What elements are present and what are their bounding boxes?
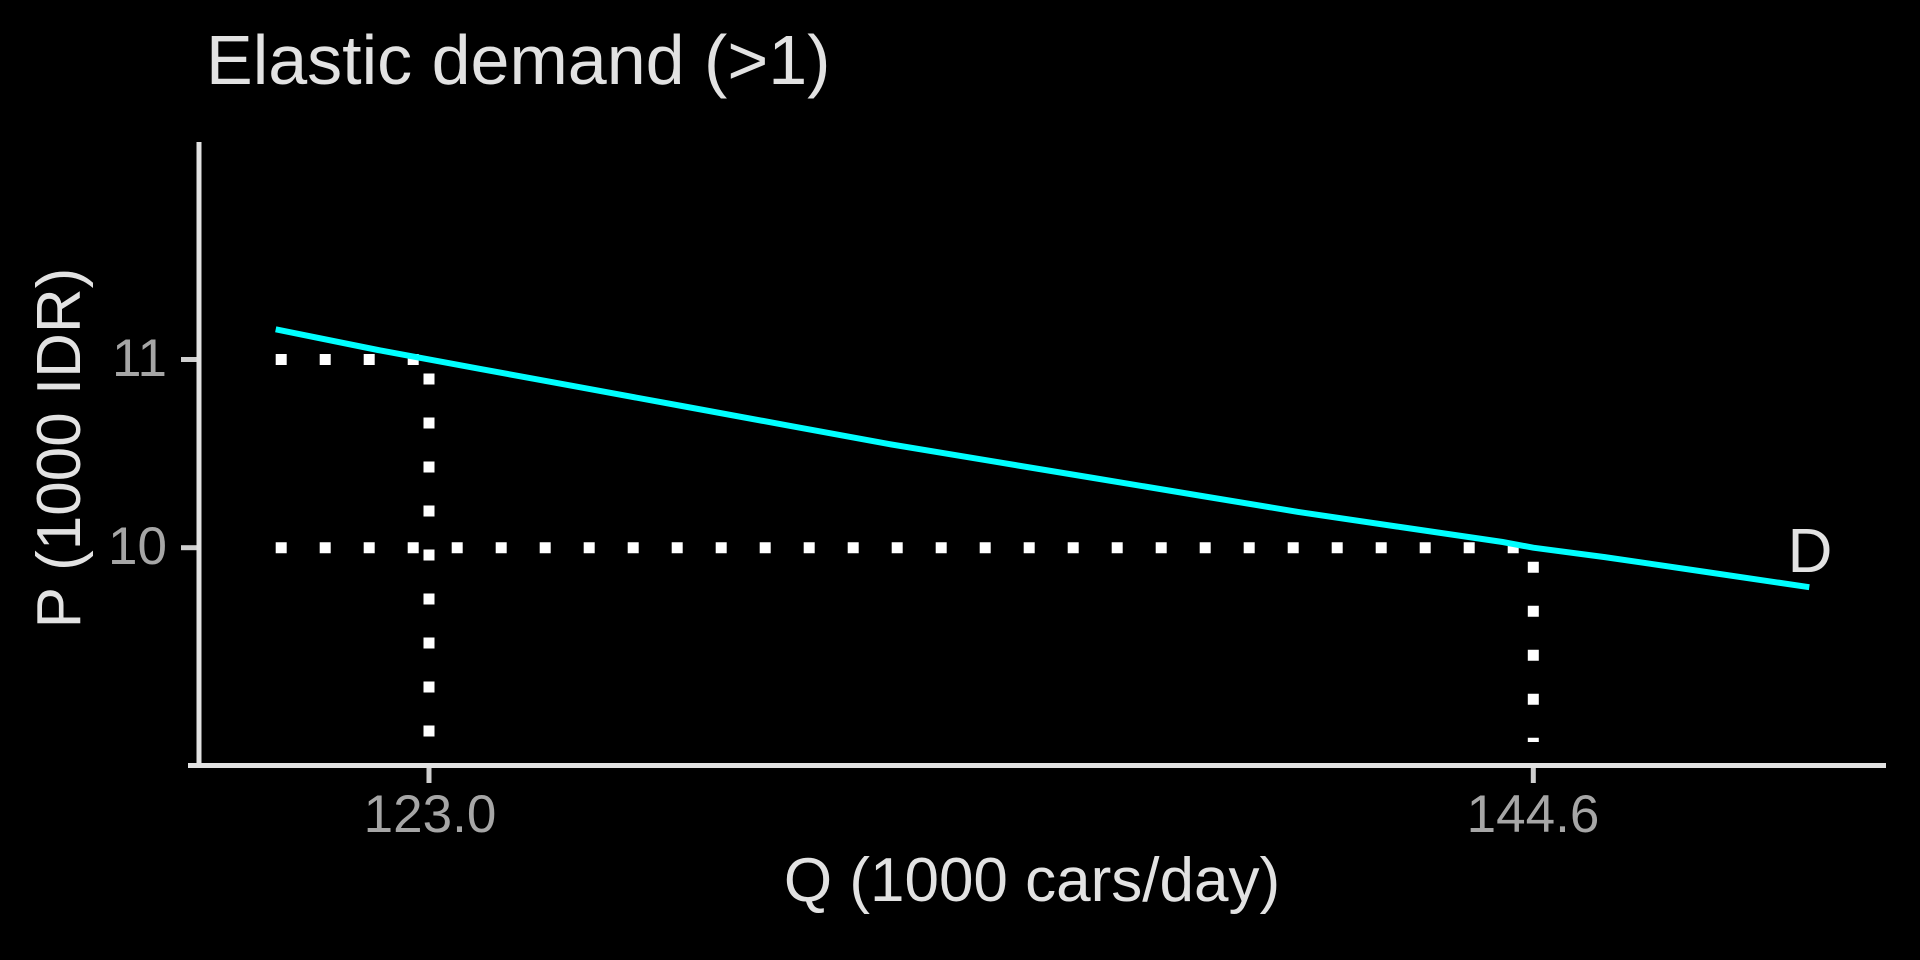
x-axis-label: Q (1000 cars/day) [783,846,1281,915]
y-tick-label-11: 11 [111,329,167,388]
x-tick-label-144.6: 144.6 [1466,785,1600,844]
demand-curve-label: D [1787,517,1833,586]
y-tick-label-10: 10 [108,517,167,576]
y-axis-label: P (1000 IDR) [25,267,94,629]
chart-title: Elastic demand (>1) [206,21,831,99]
demand-curve [275,326,1810,591]
x-tick-label-123.0: 123.0 [363,785,497,844]
